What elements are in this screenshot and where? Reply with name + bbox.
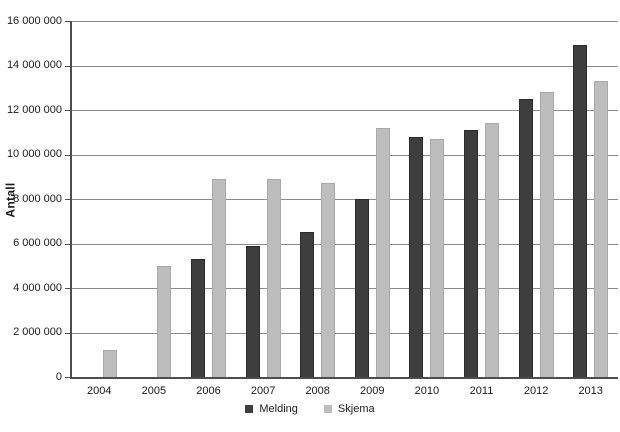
x-axis-tick-label: 2006 bbox=[196, 385, 221, 397]
gridline bbox=[72, 332, 618, 334]
bar-group bbox=[509, 21, 564, 377]
x-axis-tick-label: 2007 bbox=[250, 385, 276, 397]
legend-label-skjema: Skjema bbox=[337, 403, 375, 415]
bar-skjema bbox=[484, 123, 499, 377]
legend-item-skjema: Skjema bbox=[323, 403, 375, 415]
y-axis-tick-label: 10 000 000 bbox=[6, 148, 62, 160]
bar-skjema bbox=[321, 183, 336, 377]
bar-skjema bbox=[539, 92, 554, 377]
x-axis-tick-label: 2009 bbox=[360, 385, 385, 397]
bar-melding bbox=[409, 136, 424, 377]
y-axis-tick-label: 4 000 000 bbox=[13, 281, 62, 294]
y-axis-tick-label: 16 000 000 bbox=[6, 14, 62, 27]
gridline bbox=[72, 65, 618, 67]
plot-area bbox=[70, 21, 618, 379]
x-axis-tick-label: 2011 bbox=[469, 385, 494, 397]
y-axis-tick-label: 6 000 000 bbox=[13, 237, 62, 249]
y-axis-tick-label: 14 000 000 bbox=[6, 59, 62, 71]
bar-group bbox=[400, 21, 455, 377]
y-axis-tick-mark bbox=[65, 154, 70, 156]
bar-skjema bbox=[430, 138, 445, 377]
bar-skjema bbox=[594, 81, 609, 377]
y-axis-tick-label: 0 bbox=[55, 370, 62, 383]
gridline bbox=[72, 21, 618, 22]
y-axis-tick-mark bbox=[65, 110, 70, 111]
legend-label-melding: Melding bbox=[259, 403, 298, 415]
gridline bbox=[72, 154, 618, 156]
x-axis-tick-label: 2008 bbox=[305, 385, 330, 397]
gridline bbox=[72, 199, 618, 200]
bar-group bbox=[181, 21, 236, 377]
x-axis-tick-label: 2013 bbox=[578, 385, 603, 397]
gridline bbox=[72, 288, 618, 289]
bar-skjema bbox=[157, 265, 172, 377]
y-axis-tick-mark bbox=[65, 199, 70, 200]
x-axis-tick-label: 2004 bbox=[87, 385, 112, 397]
bar-melding bbox=[300, 232, 315, 377]
y-axis-tick-mark bbox=[65, 288, 70, 289]
bar-group bbox=[127, 21, 182, 377]
x-axis-tick-label: 2005 bbox=[141, 385, 167, 397]
y-axis-tick-label: 12 000 000 bbox=[6, 103, 62, 116]
bar-melding bbox=[354, 199, 369, 377]
y-axis-tick-mark bbox=[65, 332, 70, 334]
y-axis-tick-mark bbox=[65, 65, 70, 67]
gridline bbox=[72, 243, 618, 245]
bar-group bbox=[72, 21, 127, 377]
bar-skjema bbox=[266, 178, 281, 377]
bar-skjema bbox=[102, 350, 117, 377]
bar-skjema bbox=[211, 178, 226, 377]
bar-skjema bbox=[375, 127, 390, 377]
bar-melding bbox=[518, 98, 533, 377]
bar-group bbox=[290, 21, 345, 377]
legend-swatch-skjema bbox=[323, 405, 332, 413]
legend-item-melding: Melding bbox=[245, 403, 298, 415]
bar-melding bbox=[573, 45, 588, 377]
bar-group bbox=[563, 21, 618, 377]
y-axis-tick-mark bbox=[65, 21, 70, 22]
legend-swatch-melding bbox=[245, 405, 254, 413]
bar-melding bbox=[245, 245, 260, 377]
y-axis-tick-mark bbox=[65, 377, 70, 378]
bar-melding bbox=[463, 130, 478, 377]
bar-group bbox=[236, 21, 291, 377]
y-axis-tick-label: 8 000 000 bbox=[13, 192, 62, 205]
y-axis-tick-label: 2 000 000 bbox=[13, 326, 62, 338]
legend: Melding Skjema bbox=[0, 403, 620, 415]
bar-group bbox=[454, 21, 509, 377]
gridline bbox=[72, 110, 618, 111]
x-axis-tick-label: 2010 bbox=[414, 385, 440, 397]
y-axis-tick-mark bbox=[65, 243, 70, 245]
bar-group bbox=[345, 21, 400, 377]
bar-melding bbox=[190, 259, 205, 377]
x-axis-tick-label: 2012 bbox=[523, 385, 549, 397]
